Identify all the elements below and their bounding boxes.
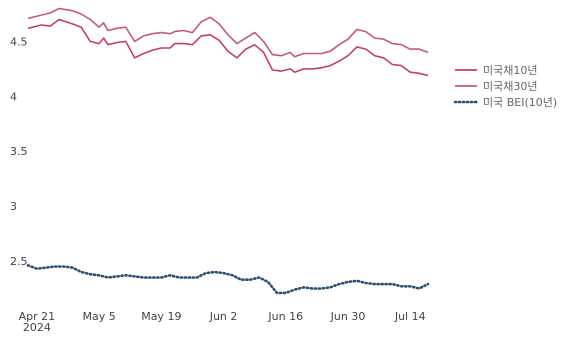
x-tick-label: May 19 <box>141 310 181 323</box>
x-tick-label: Jun 30 <box>330 310 366 323</box>
x-tick-year-label: 2024 <box>23 321 51 334</box>
y-tick-label: 2.5 <box>10 255 28 268</box>
x-tick-label: Apr 21 <box>19 310 56 323</box>
x-tick-label: Jun 16 <box>267 310 303 323</box>
x-tick-label: Jun 2 <box>209 310 238 323</box>
legend-label: 미국채10년 <box>483 64 537 77</box>
y-tick-label: 3.5 <box>10 145 28 158</box>
x-axis: Apr 21 May 5 May 19 Jun 2 Jun 16 Jun 30 Jul 14… <box>19 310 426 334</box>
y-tick-label: 4.5 <box>10 35 28 48</box>
x-tick-label: May 5 <box>82 310 115 323</box>
y-tick-label: 3 <box>10 200 17 213</box>
series-lines <box>26 7 430 295</box>
x-tick-label: Jul 14 <box>394 310 426 323</box>
y-axis: 2.5 3 3.5 4 4.5 <box>10 35 28 268</box>
series-line-1 <box>27 18 429 77</box>
series-line-2 <box>27 7 429 58</box>
legend-label: 미국 BEI(10년) <box>483 96 557 109</box>
series-line-3 <box>26 264 430 295</box>
y-tick-label: 4 <box>10 90 17 103</box>
legend-label: 미국채30년 <box>483 80 537 93</box>
